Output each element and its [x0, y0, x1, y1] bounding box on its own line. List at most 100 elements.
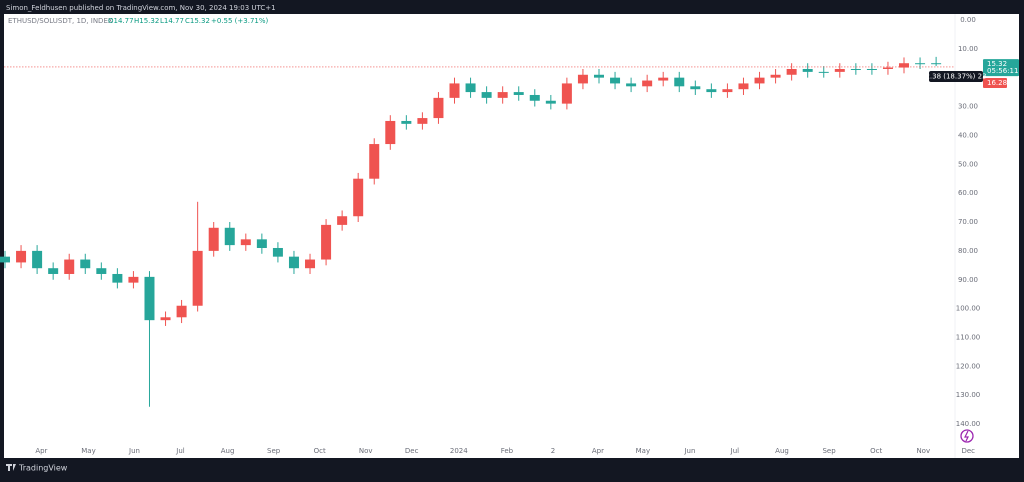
candle-body	[754, 77, 765, 84]
candle-body	[706, 89, 717, 93]
candle-body	[529, 94, 540, 101]
x-tick-label: Apr	[592, 447, 604, 455]
candle-body	[401, 120, 412, 124]
candle-body	[642, 80, 653, 87]
candle-body	[802, 68, 813, 72]
y-tick-label: 60.00	[958, 189, 978, 197]
x-tick-label: Apr	[35, 447, 47, 455]
chart-area	[4, 14, 1019, 458]
candle-body	[80, 259, 91, 269]
candle-body	[545, 100, 556, 104]
candle-body	[626, 83, 637, 87]
candles	[0, 56, 942, 407]
ohlc-close: C15.32	[185, 17, 210, 25]
lightning-bolt	[964, 430, 969, 442]
x-tick-label: May	[636, 447, 650, 455]
candle-body	[818, 71, 829, 73]
y-tick-label: 40.00	[958, 131, 978, 139]
symbol: ETHUSD/SOLUSDT, 1D, INDEX	[8, 17, 113, 25]
candle-body	[561, 83, 572, 104]
x-tick-label: Aug	[775, 447, 789, 455]
x-tick-label: Aug	[221, 447, 235, 455]
candle-body	[674, 77, 685, 87]
candle-body	[882, 67, 893, 69]
publisher: Simon_Feldhusen published on TradingView…	[6, 4, 276, 12]
candle-body	[305, 259, 316, 269]
candle-body	[240, 239, 251, 246]
y-tick-label: 10.00	[958, 45, 978, 53]
candle-body	[577, 74, 588, 84]
candle-body	[385, 120, 396, 145]
legend: ETHUSD/SOLUSDT, 1D, INDEX O14.77 H15.32 …	[8, 17, 269, 25]
candle-body	[144, 276, 155, 321]
candle-body	[256, 239, 267, 248]
price-line-label: 16.28	[987, 79, 1007, 87]
candle-body	[770, 74, 781, 78]
candle-body	[64, 259, 75, 274]
candle-body	[722, 89, 733, 93]
candle-body	[866, 68, 877, 70]
candle-body	[449, 83, 460, 98]
x-tick-label: Dec	[405, 447, 419, 455]
candle-body	[417, 118, 428, 124]
x-tick-label: May	[81, 447, 95, 455]
candle-body	[433, 97, 444, 119]
candle-body	[593, 74, 604, 78]
candle-body	[272, 247, 283, 257]
x-tick-label: Sep	[267, 447, 281, 455]
lightning-icon[interactable]	[960, 429, 974, 443]
candle-body	[353, 178, 364, 217]
x-tick-label: Oct	[314, 447, 326, 455]
x-tick-label: Oct	[870, 447, 882, 455]
candle-body	[176, 305, 187, 318]
candle-body	[690, 86, 701, 90]
x-tick-label: Jun	[683, 447, 695, 455]
y-tick-label: 30.00	[958, 103, 978, 111]
candle-body	[497, 92, 508, 98]
y-tick-label: 70.00	[958, 218, 978, 226]
candle-body	[192, 250, 203, 306]
x-tick-label: Nov	[359, 447, 373, 455]
ohlc-high: H15.32	[134, 17, 159, 25]
candle-body	[786, 68, 797, 75]
ohlc-low: L14.77	[160, 17, 184, 25]
candle-body	[658, 77, 669, 81]
candle-body	[208, 227, 219, 251]
candle-body	[160, 317, 171, 321]
x-tick-label: Feb	[501, 447, 514, 455]
x-tick-label: 2	[551, 447, 555, 455]
y-tick-label: 130.00	[956, 391, 981, 399]
y-tick-label: 50.00	[958, 160, 978, 168]
x-tick-label: Nov	[916, 447, 930, 455]
candle-body	[0, 256, 10, 263]
candle-body	[513, 92, 524, 95]
brand-logo	[6, 464, 16, 471]
candle-body	[96, 268, 107, 274]
candle-body	[224, 227, 235, 246]
price-line-tag	[983, 78, 1007, 88]
last-price-label: 15.32	[987, 60, 1007, 68]
x-tick-label: Jul	[730, 447, 740, 455]
x-tick-label: Jun	[128, 447, 140, 455]
candle-body	[931, 63, 942, 65]
ohlc-open: O14.77	[108, 17, 134, 25]
candle-body	[32, 250, 43, 269]
candle-body	[610, 77, 621, 84]
y-tick-label: 120.00	[956, 362, 981, 370]
candle-body	[899, 63, 910, 68]
y-tick-label: 110.00	[956, 333, 981, 341]
last-price-tag	[983, 59, 1019, 77]
candle-body	[48, 268, 59, 274]
measure-label: 2.38 (18.37%) 23	[925, 73, 986, 81]
y-tick-label: 80.00	[958, 247, 978, 255]
y-tick-label: 0.00	[960, 16, 976, 24]
candle-body	[850, 68, 861, 70]
candle-body	[112, 273, 123, 283]
brand: TradingView	[18, 464, 68, 473]
candle-body	[481, 92, 492, 98]
candle-body	[834, 68, 845, 72]
x-tick-label: Dec	[961, 447, 975, 455]
y-tick-label: 140.00	[956, 420, 981, 428]
candle-body	[465, 83, 476, 93]
